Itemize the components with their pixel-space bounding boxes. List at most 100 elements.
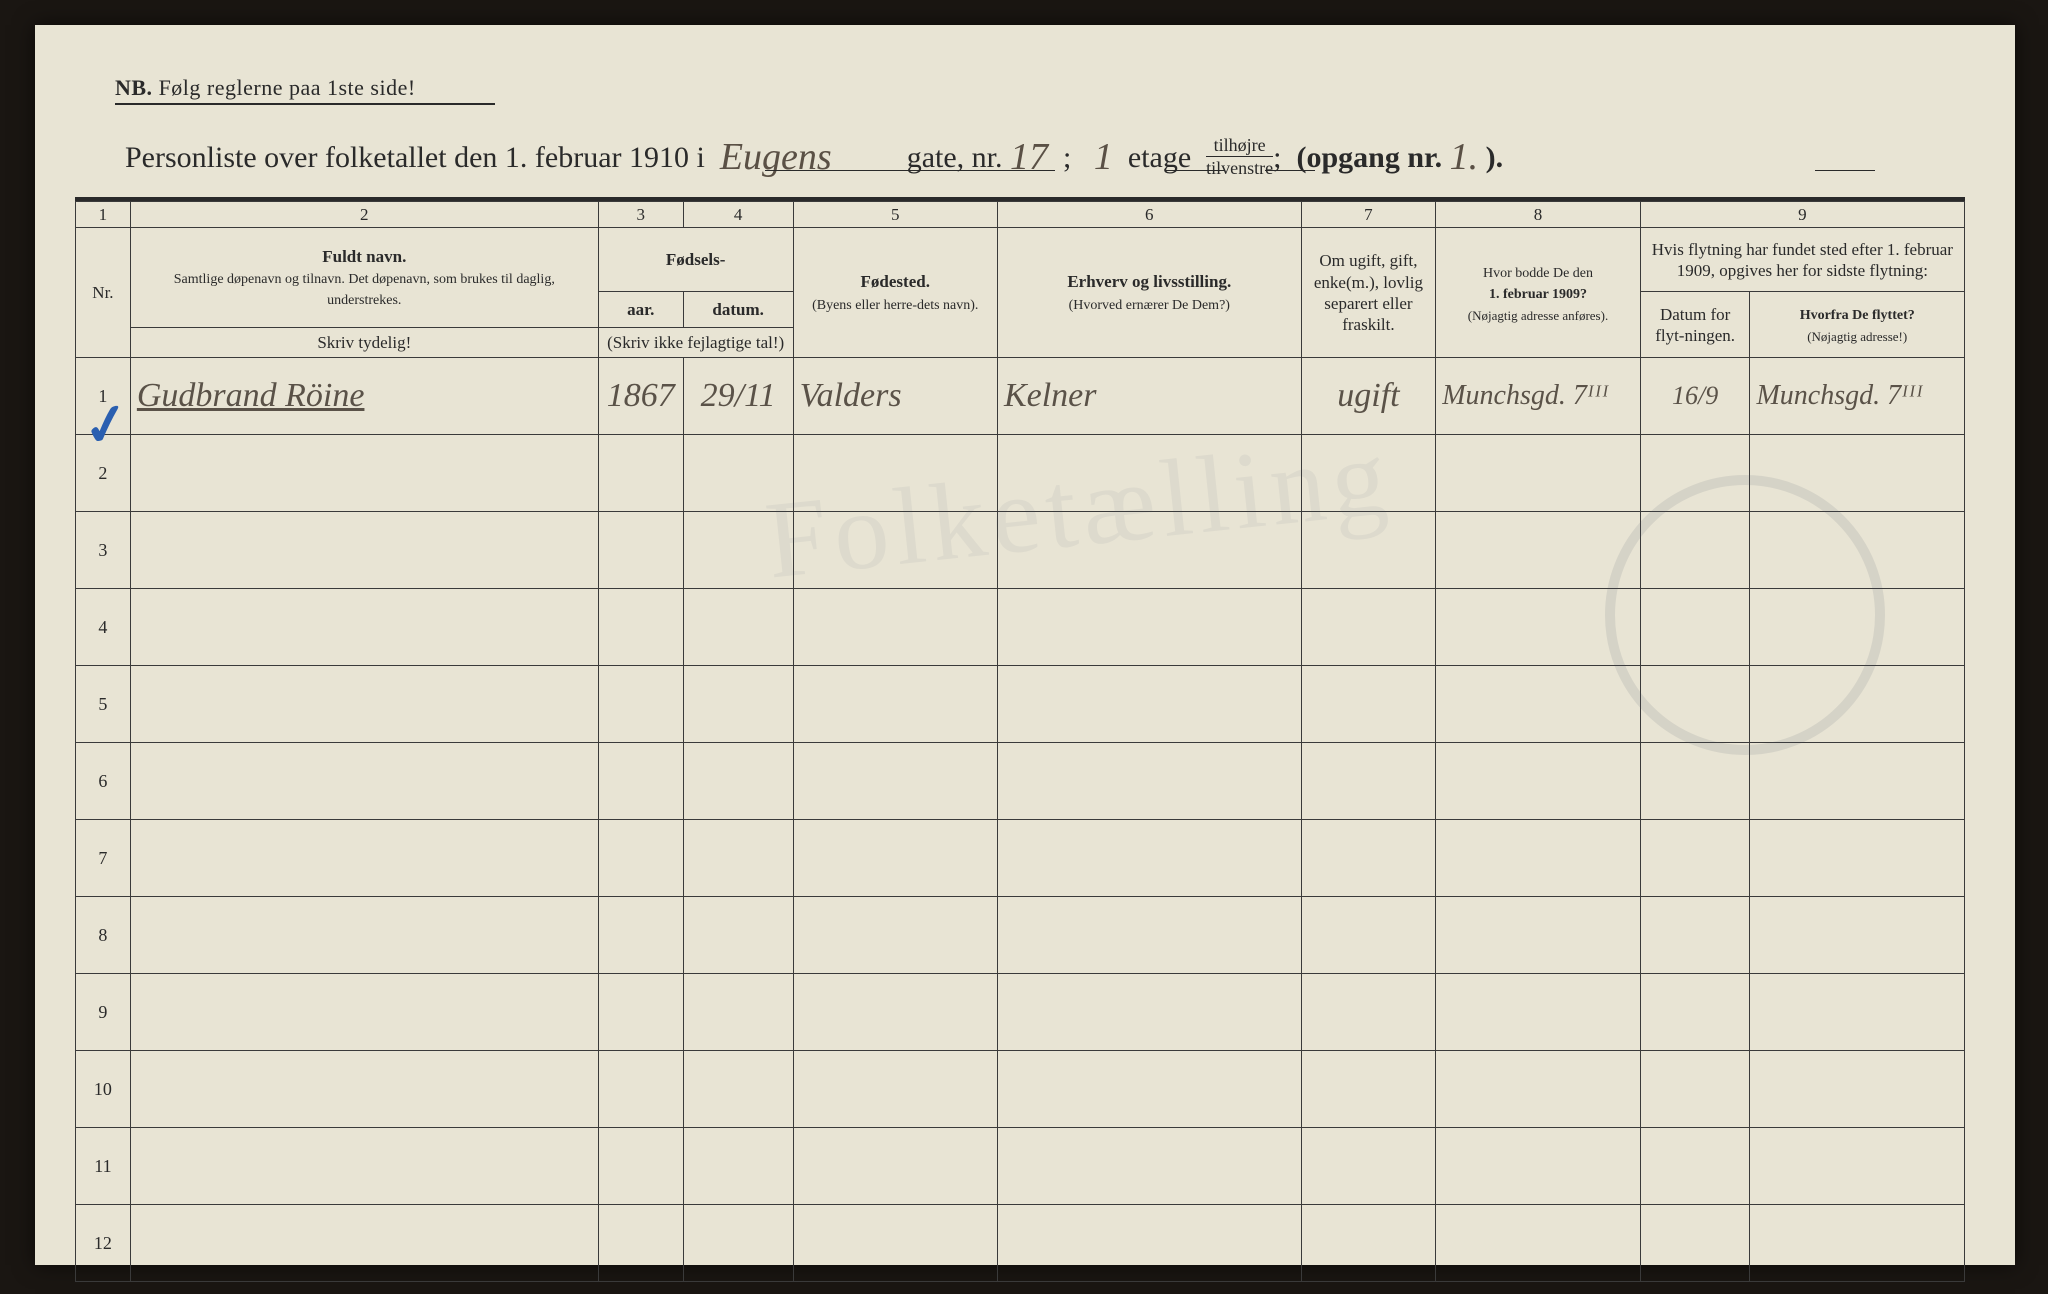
cell-empty xyxy=(1436,589,1641,666)
colnum-3: 3 xyxy=(598,202,683,228)
cell-empty xyxy=(1301,666,1436,743)
header-row-1: Nr. Fuldt navn. Samtlige døpenavn og til… xyxy=(76,228,1965,292)
hdr-aar-label: aar. xyxy=(627,300,654,319)
cell-empty xyxy=(598,589,683,666)
cell-empty xyxy=(1640,1128,1750,1205)
cell-empty xyxy=(1750,435,1965,512)
hdr-1909-line1: Hvor bodde De den xyxy=(1483,266,1593,281)
hdr-fodsels-label: Fødsels- xyxy=(666,250,726,269)
cell-empty xyxy=(1436,666,1641,743)
hdr-name: Fuldt navn. Samtlige døpenavn og tilnavn… xyxy=(130,228,598,328)
cell-empty xyxy=(1640,512,1750,589)
cell-empty xyxy=(793,512,997,589)
cell-empty xyxy=(130,1128,598,1205)
nb-line: NB. Følg reglerne paa 1ste side! xyxy=(115,75,416,101)
hdr-aar: aar. xyxy=(598,292,683,328)
hdr-erhverv-title: Erhverv og livsstilling. xyxy=(1067,272,1231,291)
cell-empty xyxy=(1750,1205,1965,1282)
cell-empty xyxy=(1640,820,1750,897)
underline-street xyxy=(765,170,1055,171)
hdr-fodested-title: Fødested. xyxy=(861,272,930,291)
cell-empty xyxy=(793,974,997,1051)
cell-empty xyxy=(1301,1051,1436,1128)
cell-empty xyxy=(1640,743,1750,820)
cell-empty xyxy=(683,974,793,1051)
cell-empty xyxy=(997,589,1301,666)
cell-empty xyxy=(683,666,793,743)
table-row: 5 xyxy=(76,666,1965,743)
colnum-row: 1 2 3 4 5 6 7 8 9 xyxy=(76,202,1965,228)
cell-empty xyxy=(1750,666,1965,743)
cell-empty xyxy=(1750,512,1965,589)
cell-empty xyxy=(1750,1051,1965,1128)
cell-empty xyxy=(683,435,793,512)
table-head: 1 2 3 4 5 6 7 8 9 Nr. Fuldt navn. Samtli… xyxy=(76,202,1965,358)
table-row: 2 xyxy=(76,435,1965,512)
cell-date: 29/11 xyxy=(683,358,793,435)
hdr-erhverv: Erhverv og livsstilling. (Hvorved ernære… xyxy=(997,228,1301,358)
table-row: 12 xyxy=(76,1205,1965,1282)
hdr-datum: datum. xyxy=(683,292,793,328)
row-num: 8 xyxy=(76,897,131,974)
cell-empty xyxy=(1750,589,1965,666)
colnum-8: 8 xyxy=(1436,202,1641,228)
cell-empty xyxy=(598,974,683,1051)
colnum-4: 4 xyxy=(683,202,793,228)
row-num: 5 xyxy=(76,666,131,743)
cell-empty xyxy=(683,512,793,589)
colnum-7: 7 xyxy=(1301,202,1436,228)
cell-empty xyxy=(793,435,997,512)
cell-empty xyxy=(1640,435,1750,512)
cell-empty xyxy=(793,743,997,820)
cell-empty xyxy=(1301,1128,1436,1205)
cell-empty xyxy=(130,512,598,589)
hdr-civil: Om ugift, gift, enke(m.), lovlig separer… xyxy=(1301,228,1436,358)
hdr-datum-label: datum. xyxy=(712,300,763,319)
census-table: 1 2 3 4 5 6 7 8 9 Nr. Fuldt navn. Samtli… xyxy=(75,201,1965,1282)
cell-empty xyxy=(1436,743,1641,820)
cell-empty xyxy=(1301,743,1436,820)
cell-empty xyxy=(598,666,683,743)
cell-empty xyxy=(793,1051,997,1128)
cell-empty xyxy=(1640,974,1750,1051)
cell-empty xyxy=(793,666,997,743)
cell-empty xyxy=(130,666,598,743)
cell-empty xyxy=(1640,1205,1750,1282)
cell-empty xyxy=(598,1205,683,1282)
cell-empty xyxy=(1640,897,1750,974)
table-row: 8 xyxy=(76,897,1965,974)
side-bot: tilvenstre xyxy=(1206,157,1273,177)
underline-etage xyxy=(1265,170,1315,171)
table-row: 1 Gudbrand Röine 1867 29/11 Valders Keln… xyxy=(76,358,1965,435)
cell-empty xyxy=(598,897,683,974)
cell-move-date: 16/9 xyxy=(1640,358,1750,435)
underline-nr xyxy=(1165,170,1225,171)
hdr-skriv-tydelig: Skriv tydelig! xyxy=(130,328,598,358)
hdr-fodested-sub: (Byens eller herre-dets navn). xyxy=(812,298,978,313)
colnum-6: 6 xyxy=(997,202,1301,228)
row-num: 11 xyxy=(76,1128,131,1205)
census-page: NB. Følg reglerne paa 1ste side! Personl… xyxy=(35,25,2015,1265)
semicolon: ; xyxy=(1063,141,1071,174)
cell-empty xyxy=(598,1128,683,1205)
table-body: 1 Gudbrand Röine 1867 29/11 Valders Keln… xyxy=(76,358,1965,1282)
cell-empty xyxy=(997,1128,1301,1205)
cell-empty xyxy=(997,1051,1301,1128)
hdr-hvorfra-sub: (Nøjagtig adresse!) xyxy=(1807,329,1907,344)
row-num: 7 xyxy=(76,820,131,897)
cell-empty xyxy=(598,512,683,589)
table-row: 9 xyxy=(76,974,1965,1051)
hdr-erhverv-sub: (Hvorved ernærer De Dem?) xyxy=(1069,298,1230,313)
title-line: Personliste over folketallet den 1. febr… xyxy=(125,133,1503,181)
cell-empty xyxy=(1436,897,1641,974)
hdr-fodested: Fødested. (Byens eller herre-dets navn). xyxy=(793,228,997,358)
cell-occupation: Kelner xyxy=(997,358,1301,435)
opgang-close: ). xyxy=(1486,141,1504,174)
hdr-nr: Nr. xyxy=(76,228,131,358)
cell-empty xyxy=(683,820,793,897)
cell-birthplace: Valders xyxy=(793,358,997,435)
cell-empty xyxy=(997,435,1301,512)
cell-empty xyxy=(997,666,1301,743)
cell-empty xyxy=(130,743,598,820)
cell-empty xyxy=(1750,897,1965,974)
